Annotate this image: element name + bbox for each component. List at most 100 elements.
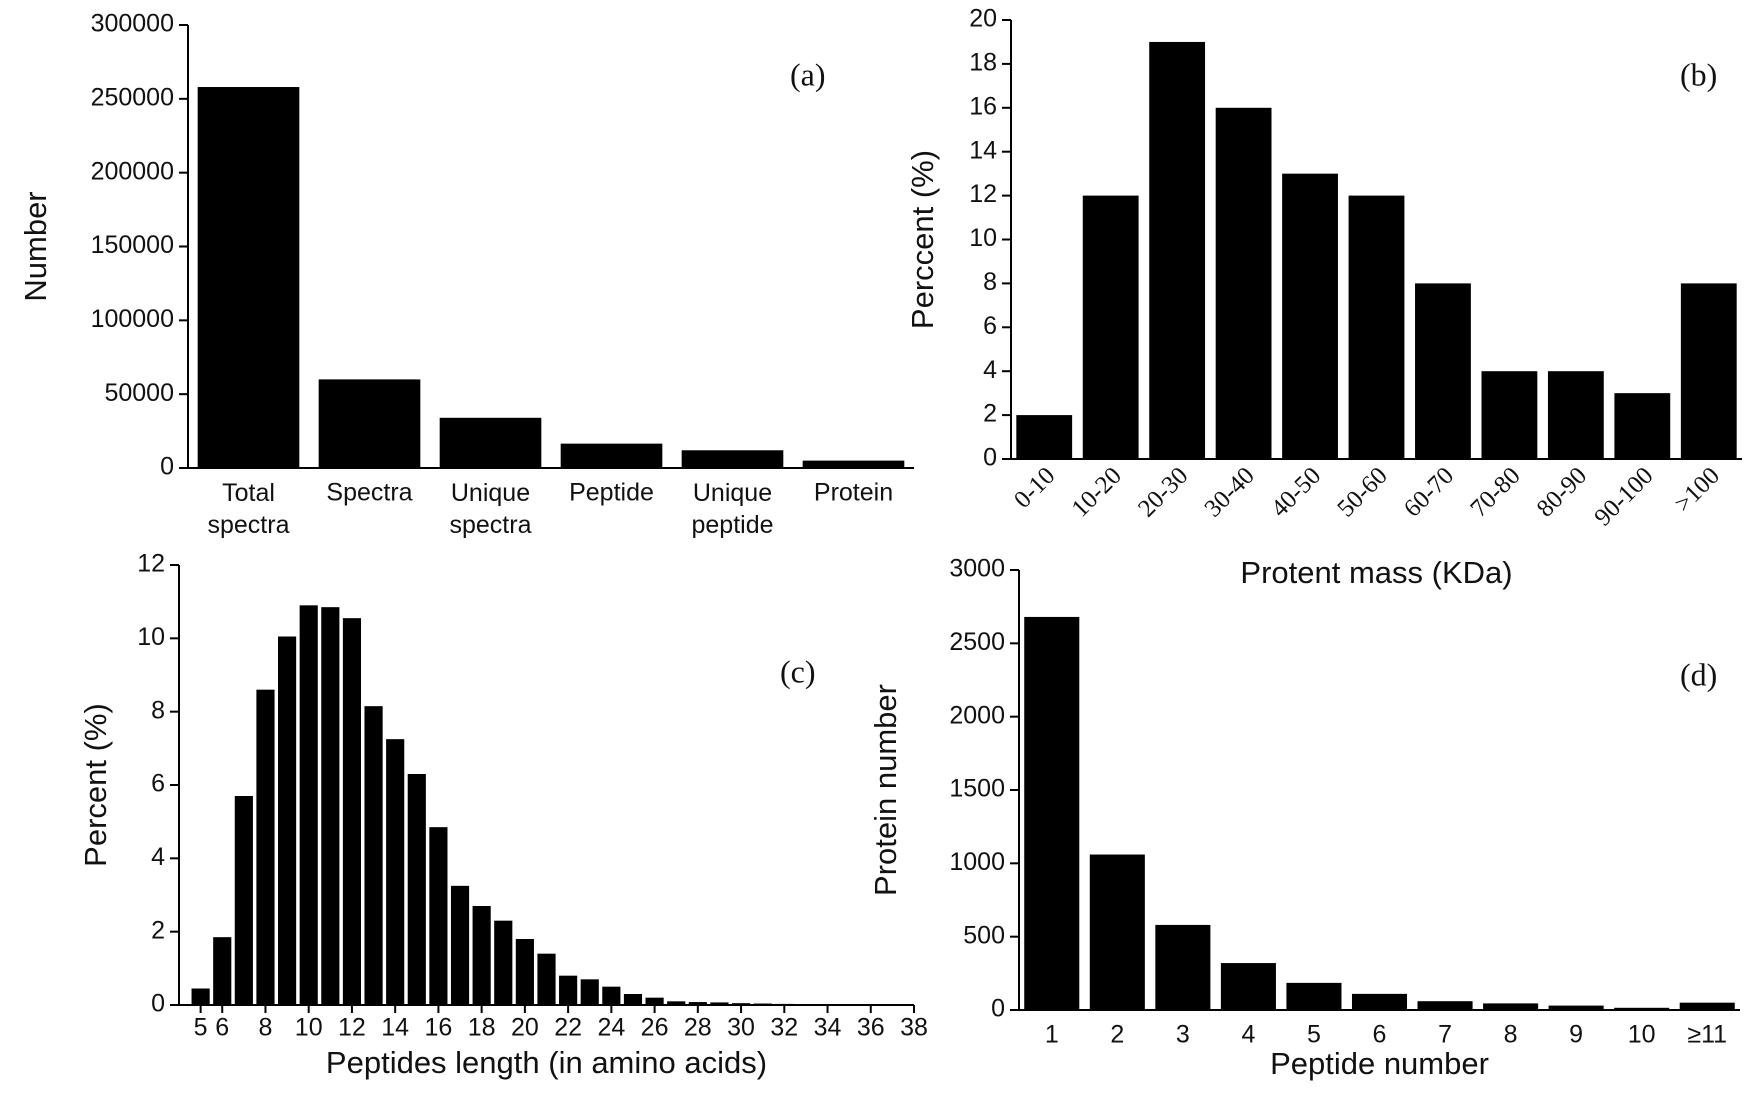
y-tick-label: 0 <box>983 444 997 472</box>
bar <box>1351 993 1408 1010</box>
y-tick-label: 1500 <box>949 775 1005 803</box>
y-tick-label: 10 <box>969 224 997 252</box>
x-tick-label: 34 <box>814 1014 842 1042</box>
x-tick-label: 10 <box>295 1014 323 1042</box>
bar <box>318 379 421 468</box>
x-tick-label: Spectra <box>326 479 412 507</box>
x-tick-label: 36 <box>857 1014 885 1042</box>
bar <box>688 1002 707 1005</box>
bar <box>1220 963 1276 1010</box>
x-tick-label: 7 <box>1438 1021 1452 1049</box>
bar <box>278 636 297 1005</box>
y-tick-label: 300000 <box>91 10 174 38</box>
bar <box>407 774 426 1005</box>
bar <box>731 1003 751 1005</box>
bar <box>256 689 275 1005</box>
y-tick-label: 200000 <box>91 157 174 185</box>
y-tick-label: 3000 <box>949 555 1005 583</box>
bar <box>580 979 599 1005</box>
x-tick-label: 0-10 <box>1009 462 1060 513</box>
x-tick-label: 3 <box>1176 1021 1190 1049</box>
bar <box>1415 283 1471 459</box>
x-tick-label: 18 <box>468 1014 496 1042</box>
bar <box>342 618 362 1005</box>
x-tick-label: 20-30 <box>1133 462 1193 522</box>
annotation: (c) <box>780 653 816 689</box>
x-tick-label: 60-70 <box>1399 462 1459 522</box>
bar <box>681 450 784 468</box>
bar <box>559 975 578 1005</box>
bar <box>537 953 556 1005</box>
x-tick-label: 16 <box>425 1014 453 1042</box>
bar <box>1547 371 1604 459</box>
bar <box>1082 195 1139 459</box>
y-tick-label: 100000 <box>91 305 174 333</box>
y-tick-label: 18 <box>969 49 997 77</box>
x-tick-label: 20 <box>511 1014 539 1042</box>
bar <box>1149 41 1206 459</box>
y-tick-label: 12 <box>969 180 997 208</box>
y-tick-label: 10 <box>137 623 165 651</box>
x-tick-label: 9 <box>1569 1021 1583 1049</box>
bar <box>472 906 491 1005</box>
bar <box>623 994 643 1005</box>
bar <box>1348 195 1405 459</box>
y-axis-label: Protein number <box>868 684 903 896</box>
bar <box>818 1004 837 1005</box>
x-tick-label: 10-20 <box>1067 462 1127 522</box>
bar <box>667 1001 686 1005</box>
bar <box>234 796 253 1005</box>
x-tick-label: 12 <box>338 1014 366 1042</box>
annotation: (b) <box>1680 56 1717 92</box>
bar <box>1614 1007 1670 1010</box>
annotation: (d) <box>1680 656 1717 692</box>
x-tick-label: Total spectra <box>208 479 290 539</box>
x-tick-label: 22 <box>554 1014 582 1042</box>
bar <box>1282 173 1338 459</box>
x-tick-label: 28 <box>684 1014 712 1042</box>
bar <box>796 1004 815 1005</box>
x-tick-label: 4 <box>1241 1021 1255 1049</box>
y-tick-label: 6 <box>151 770 165 798</box>
bar <box>1215 107 1272 460</box>
x-tick-label: 14 <box>381 1014 409 1042</box>
x-tick-label: ≥11 <box>1687 1021 1727 1049</box>
bar <box>439 417 542 468</box>
x-axis-label: Peptide number <box>1270 1046 1489 1081</box>
bar <box>802 460 905 468</box>
bar <box>1089 854 1145 1010</box>
bar <box>386 739 405 1005</box>
x-tick-label: 8 <box>259 1014 273 1042</box>
annotation: (a) <box>790 56 826 92</box>
x-tick-label: Peptide <box>569 479 654 507</box>
bar <box>494 920 513 1005</box>
y-tick-label: 50000 <box>104 379 174 407</box>
bar <box>515 939 534 1005</box>
y-tick-label: 2 <box>983 400 997 428</box>
y-axis-label: Perccent (%) <box>905 150 940 329</box>
bar <box>191 988 210 1005</box>
x-tick-label: 30 <box>727 1014 755 1042</box>
y-tick-label: 8 <box>151 696 165 724</box>
x-tick-label: 90-100 <box>1589 462 1658 531</box>
x-tick-label: 2 <box>1110 1021 1124 1049</box>
y-tick-label: 150000 <box>91 231 174 259</box>
x-tick-label: 24 <box>597 1014 625 1042</box>
x-tick-label: Unique peptide <box>691 479 773 539</box>
x-tick-label: 32 <box>770 1014 798 1042</box>
x-tick-label: 8 <box>1504 1021 1518 1049</box>
bar <box>1483 1003 1539 1010</box>
y-tick-label: 14 <box>969 136 997 164</box>
bar <box>1417 1001 1473 1010</box>
x-tick-label: Unique spectra <box>450 479 532 539</box>
bar <box>1155 924 1211 1010</box>
x-axis-label: Protent mass (KDa) <box>1240 555 1512 590</box>
bar <box>299 605 318 1005</box>
bar <box>1680 283 1737 459</box>
bar <box>1614 393 1671 459</box>
x-tick-label: 26 <box>641 1014 669 1042</box>
y-tick-label: 4 <box>983 356 997 384</box>
x-tick-label: 40-50 <box>1266 462 1326 522</box>
bar <box>429 827 448 1005</box>
x-axis-label: Peptides length (in amino acids) <box>326 1045 767 1080</box>
